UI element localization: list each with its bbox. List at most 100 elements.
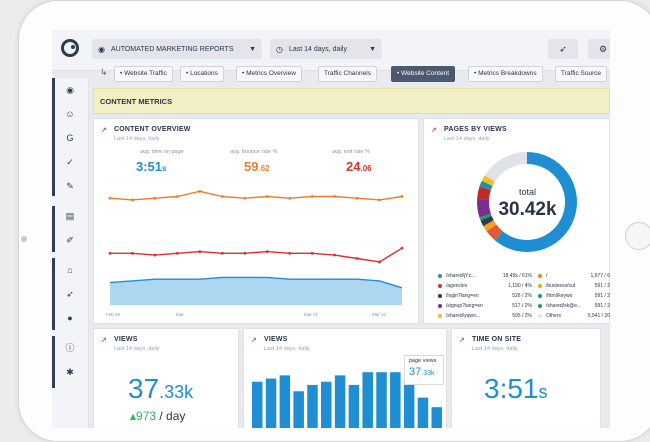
tab-website-traffic[interactable]: • Website Traffic (114, 66, 173, 82)
date-range-label: Last 14 days, daily (288, 45, 347, 53)
legend-item: Others 5,941 / 20 (538, 313, 610, 319)
top-bar: ◉ AUTOMATED MARKETING REPORTS ▼ ◷ Last 1… (52, 30, 610, 71)
legend-dot (438, 294, 442, 298)
app-logo-icon[interactable] (61, 39, 79, 57)
legend-label: /shared/jYz... (446, 273, 476, 279)
report-dropdown-label: AUTOMATED MARKETING REPORTS (110, 45, 234, 53)
tab-metrics-overview[interactable]: • Metrics Overview (236, 66, 302, 82)
trend-icon: ↗ (101, 127, 107, 134)
legend-dot (438, 304, 442, 308)
series-point (108, 196, 112, 200)
views-bar-chart (252, 372, 442, 428)
bug-icon[interactable]: ✱ (66, 367, 74, 377)
google-icon[interactable]: G (66, 133, 74, 143)
legend-value: 1,677 / 6 (590, 273, 610, 279)
legend-label: /login?lang=en (446, 293, 479, 299)
legend-item: /html/keywo 591 / 2 (538, 293, 610, 299)
user-icon[interactable]: ● (67, 313, 73, 323)
bar (362, 372, 373, 428)
series-point (265, 195, 269, 198)
legend-value: 591 / 2 (594, 283, 610, 289)
trend-icon: ↗ (251, 337, 257, 344)
sidebar-group-marker (52, 258, 55, 330)
clipboard-icon[interactable]: ▤ (65, 211, 75, 221)
bar (334, 375, 346, 428)
tab-locations[interactable]: • Locations (180, 66, 224, 82)
card-title: CONTENT OVERVIEW (114, 126, 191, 133)
bar (431, 407, 442, 428)
series-point (288, 251, 292, 255)
settings-button[interactable]: ⚙ (588, 39, 610, 59)
legend-label: /html/keywo (546, 293, 573, 299)
card-title: VIEWS (114, 336, 138, 343)
report-tabs: • Website Traffic • Locations • Metrics Ov… (52, 66, 610, 88)
series-point (131, 251, 134, 255)
users-icon[interactable]: ☺ (65, 109, 75, 119)
rocket-button[interactable]: ➶ (548, 39, 578, 59)
tab-metrics-breakdowns[interactable]: • Metrics Breakdowns (468, 66, 543, 82)
series-point (243, 196, 247, 200)
donut-total-label: total (518, 187, 536, 197)
pages-by-views-card: ↗ PAGES BY VIEWS Last 14 days, daily tot… (423, 118, 610, 324)
trend-icon: ↗ (431, 127, 437, 134)
bar (265, 378, 277, 428)
time-on-site-card: ↗ TIME ON SITE Last 14 days, daily 3:51s (451, 328, 601, 428)
trend-icon: ↗ (459, 337, 465, 344)
legend-dot (538, 314, 542, 318)
legend-value: 5,941 / 20 (587, 313, 610, 319)
donut-slice (477, 198, 491, 218)
donut-total-value: 30.42k (498, 199, 557, 220)
series-line-bounce (109, 190, 403, 201)
tab-traffic-channels[interactable]: Traffic Channels (318, 66, 377, 82)
clock-icon: ◷ (276, 44, 283, 54)
bank-icon[interactable]: ⌂ (67, 265, 73, 275)
bar (279, 375, 291, 428)
views-per-day: ▴973 / day (130, 409, 186, 423)
bar (376, 372, 387, 428)
card-subtitle: Last 14 days, daily (264, 346, 310, 352)
x-axis-label: Feb 26 (106, 312, 121, 317)
series-point (333, 253, 337, 257)
globe-icon[interactable]: ◉ (66, 85, 74, 95)
kpi-label-exit: avg. exit rate % (332, 149, 370, 155)
legend-label: /business/cut (546, 283, 576, 289)
series-point (220, 251, 224, 255)
pen-icon[interactable]: ✎ (66, 181, 74, 191)
tab-website-content[interactable]: • Website Content (391, 66, 456, 82)
legend-dot (438, 314, 442, 318)
pencil-icon[interactable]: ✐ (66, 235, 74, 245)
donut-slice (479, 213, 492, 221)
legend-value: 1,190 / 4% (508, 283, 532, 289)
tab-traffic-source[interactable]: Traffic Source (555, 66, 608, 82)
check-icon[interactable]: ✓ (66, 157, 74, 167)
date-range-dropdown[interactable]: ◷ Last 14 days, daily ▼ (270, 39, 382, 59)
legend-item: /business/cut 591 / 2 (538, 283, 610, 289)
chevron-down-icon: ▼ (249, 45, 256, 53)
legend-dot (538, 304, 542, 308)
dashboard-screen: ◉ AUTOMATED MARKETING REPORTS ▼ ◷ Last 1… (52, 30, 610, 428)
tablet-camera (21, 236, 27, 242)
card-subtitle: Last 14 days, daily (114, 346, 160, 352)
rocket-icon[interactable]: ➶ (66, 289, 74, 299)
legend-value: 526 / 2% (512, 293, 532, 299)
legend-label: /agencies (446, 283, 468, 289)
sidebar-group-marker (52, 336, 55, 388)
bar (252, 381, 263, 428)
report-dropdown[interactable]: ◉ AUTOMATED MARKETING REPORTS ▼ (92, 39, 262, 59)
card-title: TIME ON SITE (472, 336, 522, 343)
legend-value: 18.45k / 61% (502, 273, 532, 279)
x-axis-label: Mar 10 (372, 312, 387, 317)
info-icon[interactable]: ⓘ (65, 343, 75, 353)
views-kpi-card: ↗ VIEWS Last 14 days, daily 37.33k ▴973 … (93, 328, 239, 428)
subtab-arrow-icon: ↳ (100, 67, 108, 77)
legend-value: 517 / 2% (512, 303, 532, 309)
donut-slice (480, 215, 494, 227)
series-point (355, 196, 359, 200)
card-subtitle: Last 14 days, daily (444, 136, 490, 142)
sidebar: ◉ ☺ G ✓ ✎ ▤ ✐ ⌂ ➶ ● ⓘ ✱ (52, 78, 89, 428)
donut-slice (483, 220, 497, 232)
donut-slice (484, 152, 527, 182)
series-point (175, 195, 179, 198)
tablet-home-button[interactable] (625, 222, 650, 250)
donut-slice (495, 152, 577, 252)
